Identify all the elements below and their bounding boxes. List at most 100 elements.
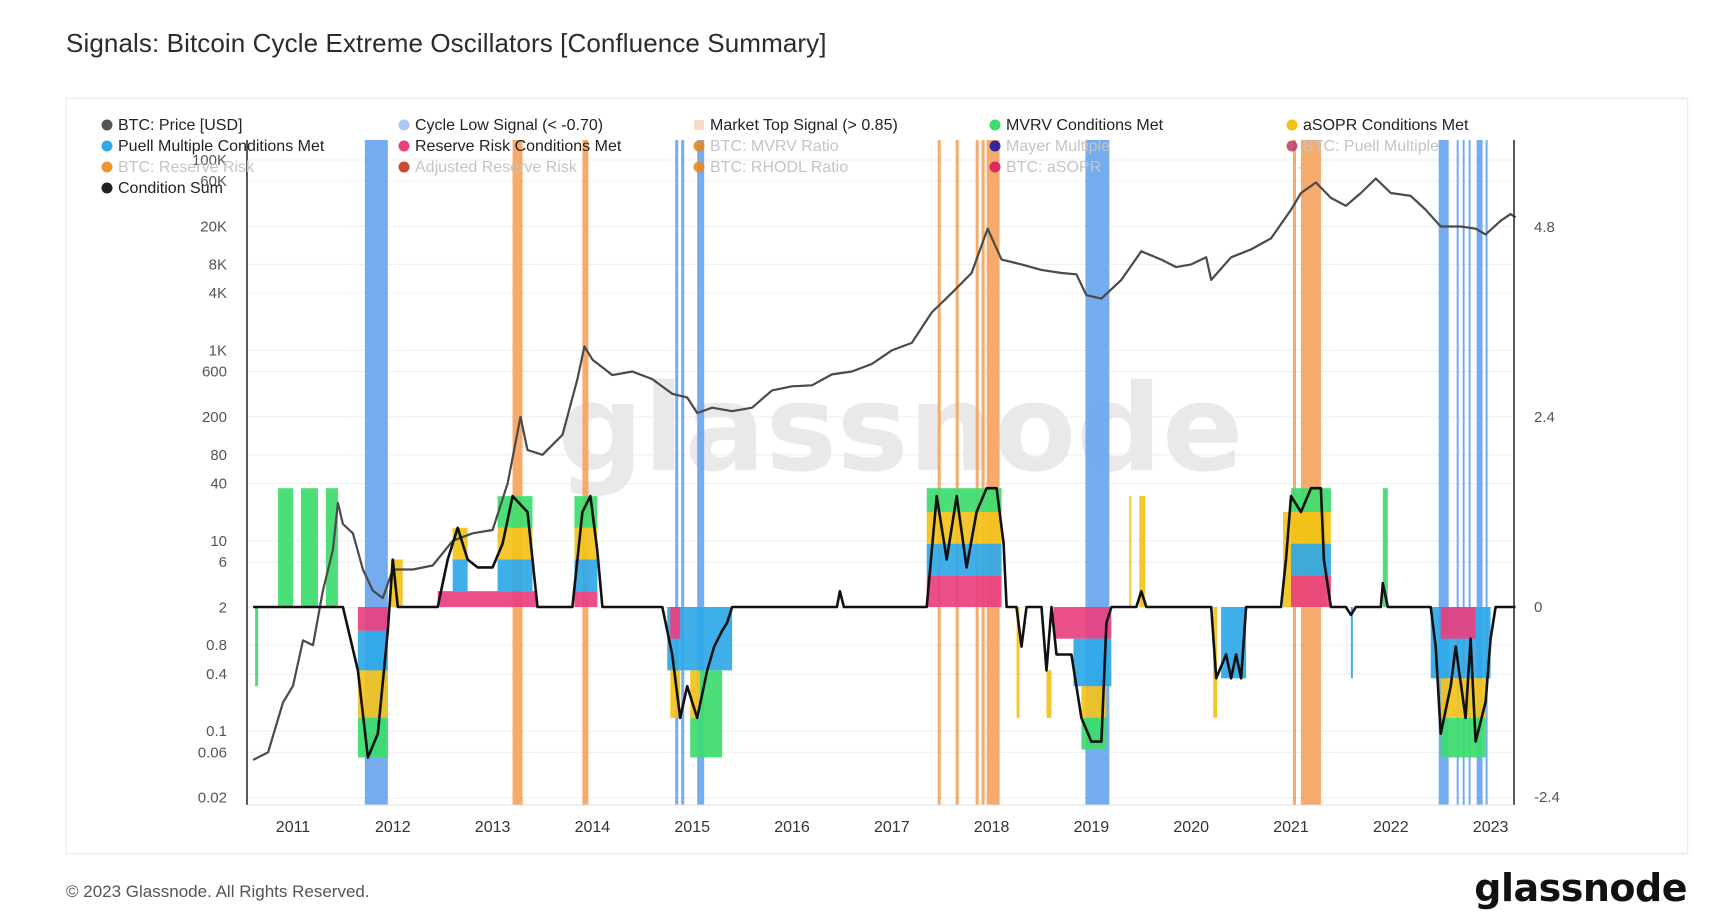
- legend-item[interactable]: BTC: aSOPR: [989, 159, 1102, 176]
- condition-block-reserve: [1053, 607, 1112, 639]
- cycle-low-band: [1485, 140, 1488, 805]
- legend-label: BTC: Reserve Risk: [118, 159, 255, 176]
- legend: BTC: Price [USD] Cycle Low Signal (< -0.7…: [101, 117, 1469, 197]
- legend-item[interactable]: Puell Multiple Conditions Met: [101, 138, 325, 155]
- y-left-tick-label: 0.06: [198, 744, 227, 761]
- legend-label: Adjusted Reserve Risk: [415, 159, 578, 176]
- btc-price-line: [252, 177, 1517, 761]
- market-top-band: [1292, 140, 1296, 805]
- x-tick-label: 2014: [575, 819, 611, 836]
- legend-dot-icon: [398, 119, 410, 131]
- x-tick-label: 2022: [1373, 819, 1409, 836]
- legend-item[interactable]: BTC: Reserve Risk: [101, 159, 256, 176]
- condition-block-asopr: [670, 670, 681, 718]
- y-left-tick-label: 4K: [209, 285, 227, 302]
- legend-dot-icon: [989, 161, 1001, 173]
- chart-title: Signals: Bitcoin Cycle Extreme Oscillato…: [66, 28, 827, 58]
- condition-block-reserve: [574, 591, 598, 607]
- x-tick-label: 2023: [1473, 819, 1509, 836]
- legend-label: BTC: Price [USD]: [118, 117, 242, 134]
- cycle-low-band: [1438, 140, 1449, 805]
- series-lines: [252, 177, 1517, 761]
- x-tick-label: 2015: [674, 819, 710, 836]
- y-left-tick-label: 20K: [200, 219, 227, 236]
- copyright-text: © 2023 Glassnode. All Rights Reserved.: [66, 882, 370, 901]
- legend-item[interactable]: BTC: RHODL Ratio: [693, 159, 849, 176]
- condition-block-reserve: [1440, 607, 1476, 639]
- condition-block-mvrv: [300, 488, 318, 607]
- legend-label: BTC: Puell Multiple: [1303, 138, 1439, 155]
- legend-dot-icon: [398, 161, 410, 173]
- legend-dot-icon: [1286, 140, 1298, 152]
- y-left-tick-label: 600: [202, 364, 227, 381]
- condition-block-asopr: [390, 559, 403, 607]
- condition-block-asopr: [1046, 670, 1052, 718]
- legend-label: BTC: RHODL Ratio: [710, 159, 848, 176]
- y-left-tick-label: 40: [210, 475, 227, 492]
- y-right-tick-label: 0: [1534, 599, 1542, 616]
- condition-block-mvrv: [690, 717, 701, 758]
- y-left-tick-label: 0.4: [206, 666, 227, 683]
- condition-block-mvrv: [1440, 717, 1486, 758]
- legend-swatch-icon: [694, 120, 704, 130]
- glassnode-logo[interactable]: glassnode: [1474, 866, 1687, 910]
- watermark-text: glassnode: [557, 360, 1243, 499]
- y-left-tick-label: 1K: [209, 342, 227, 359]
- condition-block-asopr: [1291, 511, 1331, 544]
- legend-dot-icon: [989, 140, 1001, 152]
- y-left-tick-label: 6: [219, 554, 227, 571]
- legend-dot-icon: [693, 140, 705, 152]
- legend-item[interactable]: aSOPR Conditions Met: [1286, 117, 1469, 134]
- market-top-band: [512, 140, 523, 805]
- legend-item[interactable]: MVRV Conditions Met: [989, 117, 1164, 134]
- legend-label: MVRV Conditions Met: [1006, 117, 1164, 134]
- x-tick-label: 2019: [1074, 819, 1110, 836]
- market-top-band: [582, 140, 589, 805]
- legend-label: Market Top Signal (> 0.85): [710, 117, 898, 134]
- legend-label: BTC: MVRV Ratio: [710, 138, 839, 155]
- condition-block-reserve: [357, 607, 388, 631]
- y-left-tick-label: 10: [210, 533, 227, 550]
- condition-block-mvrv: [1382, 488, 1388, 607]
- legend-item[interactable]: BTC: Puell Multiple: [1286, 138, 1440, 155]
- cycle-low-band: [681, 140, 685, 805]
- condition-block-reserve: [926, 575, 1002, 607]
- x-tick-label: 2020: [1173, 819, 1209, 836]
- y-left-tick-label: 100K: [192, 152, 227, 169]
- cycle-low-band: [1468, 140, 1471, 805]
- legend-item[interactable]: Market Top Signal (> 0.85): [694, 117, 898, 134]
- legend-label: Puell Multiple Conditions Met: [118, 138, 325, 155]
- condition-block-mvrv: [278, 488, 293, 607]
- condition-block-puell: [452, 559, 468, 592]
- legend-item[interactable]: Reserve Risk Conditions Met: [398, 138, 622, 155]
- x-tick-label: 2017: [874, 819, 910, 836]
- legend-label: Reserve Risk Conditions Met: [415, 138, 622, 155]
- x-tick-label: 2011: [276, 819, 311, 836]
- legend-dot-icon: [101, 119, 113, 131]
- legend-item[interactable]: Condition Sum: [101, 180, 223, 197]
- market-top-band: [1300, 140, 1321, 805]
- x-tick-label: 2012: [375, 819, 411, 836]
- legend-item[interactable]: BTC: Price [USD]: [101, 117, 243, 134]
- cycle-low-band: [1462, 140, 1465, 805]
- x-tick-label: 2018: [974, 819, 1010, 836]
- market-top-band: [981, 140, 985, 805]
- y-left-tick-label: 200: [202, 409, 227, 426]
- condition-block-asopr: [1139, 496, 1146, 607]
- legend-label: BTC: aSOPR: [1006, 159, 1101, 176]
- watermark: glassnode: [557, 360, 1243, 499]
- condition-block-mvrv: [357, 717, 388, 758]
- x-tick-label: 2016: [774, 819, 810, 836]
- legend-item[interactable]: BTC: MVRV Ratio: [693, 138, 839, 155]
- y-right-tick-label: -2.4: [1534, 789, 1560, 806]
- y-left-tick-label: 0.8: [206, 637, 227, 654]
- legend-item[interactable]: Adjusted Reserve Risk: [398, 159, 578, 176]
- y-right-tick-label: 4.8: [1534, 219, 1555, 236]
- legend-item[interactable]: Mayer Multiple: [989, 138, 1111, 155]
- market-top-band: [955, 140, 959, 805]
- legend-item[interactable]: -: [1298, 159, 1303, 176]
- market-top-band: [986, 140, 1000, 805]
- legend-item[interactable]: Cycle Low Signal (< -0.70): [398, 117, 604, 134]
- x-tick-label: 2013: [475, 819, 511, 836]
